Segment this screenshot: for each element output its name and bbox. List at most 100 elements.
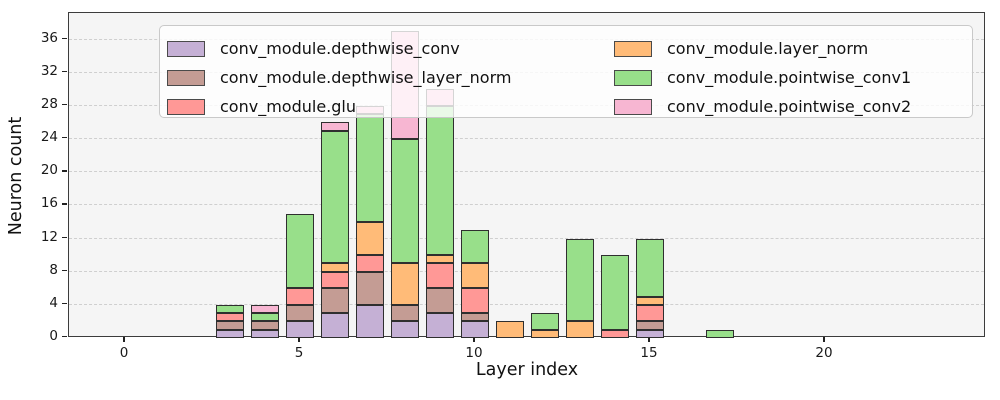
y-tick-label-12: 12	[40, 228, 58, 245]
bar-segment-layer9-layer_norm	[426, 255, 454, 264]
y-tick-mark-12	[62, 236, 67, 238]
bar-segment-layer9-pointwise_conv1	[426, 105, 454, 256]
legend-item: conv_module.depthwise_layer_norm	[167, 63, 614, 92]
legend-item: conv_module.pointwise_conv2	[614, 92, 972, 121]
legend-item: conv_module.layer_norm	[614, 34, 972, 63]
bar-segment-layer3-pointwise_conv1	[216, 304, 244, 314]
y-tick-mark-24	[62, 137, 67, 139]
bar-segment-layer7-glu	[356, 255, 384, 272]
bar-segment-layer5-depthwise_layer_norm	[286, 304, 314, 322]
bar-segment-layer5-pointwise_conv1	[286, 213, 314, 289]
legend-column-1: conv_module.depthwise_conv conv_module.de…	[167, 34, 614, 121]
y-tick-mark-20	[62, 170, 67, 172]
bar-segment-layer6-pointwise_conv1	[321, 130, 349, 264]
y-tick-label-0: 0	[49, 328, 58, 344]
x-tick-mark-20	[823, 337, 825, 342]
legend-column-2: conv_module.layer_norm conv_module.pointw…	[614, 34, 972, 121]
bar-segment-layer10-depthwise_layer_norm	[461, 313, 489, 322]
x-tick-label-0: 0	[119, 345, 129, 361]
bar-segment-layer12-layer_norm	[531, 329, 559, 338]
legend-swatch-icon	[167, 98, 205, 115]
bar-segment-layer8-pointwise_conv1	[391, 139, 419, 264]
bar-segment-layer15-depthwise_layer_norm	[636, 321, 664, 330]
y-tick-mark-4	[62, 302, 67, 305]
bar-segment-layer5-depthwise_conv	[286, 321, 314, 338]
legend-item: conv_module.glu	[167, 92, 614, 121]
x-tick-label-15: 15	[640, 345, 658, 361]
bar-segment-layer4-depthwise_conv	[251, 329, 279, 338]
x-tick-mark-10	[473, 337, 475, 342]
bar-segment-layer8-layer_norm	[391, 263, 419, 305]
bar-segment-layer7-depthwise_layer_norm	[356, 271, 384, 305]
bar-segment-layer10-glu	[461, 288, 489, 314]
x-tick-mark-0	[123, 337, 125, 342]
bar-segment-layer10-depthwise_conv	[461, 321, 489, 338]
x-tick-mark-5	[298, 337, 300, 342]
bar-segment-layer7-depthwise_conv	[356, 304, 384, 338]
y-tick-mark-32	[62, 70, 67, 73]
bar-segment-layer6-depthwise_layer_norm	[321, 288, 349, 314]
bar-segment-layer7-pointwise_conv1	[356, 114, 384, 222]
x-tick-mark-15	[648, 337, 650, 342]
bar-segment-layer3-depthwise_conv	[216, 329, 244, 338]
legend-swatch-icon	[614, 40, 652, 57]
y-tick-label-36: 36	[40, 29, 58, 46]
bar-segment-layer10-layer_norm	[461, 263, 489, 289]
y-tick-mark-8	[62, 269, 67, 272]
bar-segment-layer7-layer_norm	[356, 221, 384, 256]
bar-segment-layer4-pointwise_conv2	[251, 304, 279, 314]
bar-segment-layer4-pointwise_conv1	[251, 313, 279, 322]
x-tick-label-5: 5	[294, 345, 304, 361]
x-tick-label-20: 20	[815, 345, 833, 361]
bar-segment-layer15-pointwise_conv1	[636, 238, 664, 297]
y-tick-label-32: 32	[40, 62, 58, 79]
y-tick-label-28: 28	[40, 95, 58, 112]
bar-segment-layer4-depthwise_layer_norm	[251, 321, 279, 330]
bar-segment-layer11-layer_norm	[496, 321, 524, 338]
bar-segment-layer6-pointwise_conv2	[321, 122, 349, 131]
y-tick-mark-36	[62, 37, 67, 39]
y-tick-label-4: 4	[49, 294, 58, 311]
bar-segment-layer15-glu	[636, 304, 664, 322]
x-axis-label: Layer index	[475, 360, 579, 380]
gridline-y-12	[69, 237, 984, 239]
x-tick-label-10: 10	[465, 345, 483, 361]
legend-label: conv_module.pointwise_conv2	[667, 97, 912, 116]
y-tick-label-20: 20	[40, 162, 58, 179]
bar-segment-layer5-glu	[286, 288, 314, 305]
bar-segment-layer6-depthwise_conv	[321, 313, 349, 338]
legend-swatch-icon	[614, 98, 652, 115]
y-tick-mark-28	[62, 103, 67, 106]
legend-swatch-icon	[167, 69, 205, 86]
bar-segment-layer13-layer_norm	[566, 321, 594, 338]
legend-label: conv_module.layer_norm	[667, 39, 869, 58]
legend-item: conv_module.pointwise_conv1	[614, 63, 972, 92]
legend-label: conv_module.pointwise_conv1	[667, 68, 912, 87]
y-tick-mark-0	[62, 336, 67, 338]
legend-label: conv_module.depthwise_layer_norm	[220, 68, 512, 87]
bar-segment-layer9-depthwise_layer_norm	[426, 288, 454, 314]
legend-swatch-icon	[167, 40, 205, 57]
bar-segment-layer6-layer_norm	[321, 263, 349, 272]
bar-segment-layer8-depthwise_conv	[391, 321, 419, 338]
bar-segment-layer6-glu	[321, 271, 349, 289]
bar-segment-layer13-pointwise_conv1	[566, 238, 594, 322]
gridline-y-24	[69, 138, 984, 140]
y-tick-mark-16	[62, 203, 67, 205]
bar-segment-layer14-pointwise_conv1	[601, 255, 629, 330]
y-tick-label-24: 24	[40, 129, 58, 146]
bar-segment-layer3-depthwise_layer_norm	[216, 321, 244, 330]
bar-segment-layer9-depthwise_conv	[426, 313, 454, 338]
bar-segment-layer14-glu	[601, 329, 629, 338]
y-axis-label: Neuron count	[6, 116, 26, 236]
bar-segment-layer9-glu	[426, 263, 454, 289]
legend-label: conv_module.depthwise_conv	[220, 39, 460, 58]
y-tick-label-16: 16	[40, 195, 58, 212]
bar-segment-layer3-glu	[216, 313, 244, 322]
legend-swatch-icon	[614, 69, 652, 86]
bar-segment-layer8-depthwise_layer_norm	[391, 304, 419, 322]
gridline-y-16	[69, 204, 984, 206]
legend: conv_module.depthwise_conv conv_module.de…	[159, 25, 973, 118]
bar-segment-layer15-depthwise_conv	[636, 329, 664, 338]
